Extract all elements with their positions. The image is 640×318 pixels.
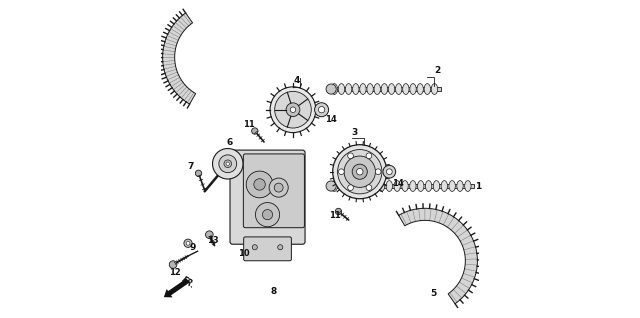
Circle shape [315, 103, 328, 117]
Circle shape [286, 103, 300, 117]
Ellipse shape [371, 181, 377, 191]
Ellipse shape [417, 84, 423, 94]
Ellipse shape [374, 84, 380, 94]
Circle shape [219, 155, 237, 173]
Ellipse shape [331, 84, 337, 94]
Ellipse shape [403, 84, 409, 94]
Ellipse shape [360, 84, 366, 94]
FancyBboxPatch shape [244, 237, 291, 261]
Text: 11: 11 [329, 211, 341, 220]
Ellipse shape [394, 181, 401, 191]
Ellipse shape [410, 84, 416, 94]
Text: 7: 7 [188, 162, 194, 170]
Circle shape [275, 91, 311, 128]
Ellipse shape [381, 84, 388, 94]
Ellipse shape [353, 84, 359, 94]
Polygon shape [163, 13, 196, 104]
Circle shape [348, 185, 353, 190]
Text: 11: 11 [244, 120, 255, 129]
Ellipse shape [402, 181, 408, 191]
Ellipse shape [396, 84, 402, 94]
Circle shape [262, 210, 273, 220]
Circle shape [383, 165, 396, 178]
Text: FR.: FR. [179, 275, 196, 290]
Ellipse shape [410, 181, 416, 191]
Circle shape [212, 149, 243, 179]
Circle shape [274, 183, 283, 192]
Text: 3: 3 [352, 128, 358, 137]
FancyBboxPatch shape [243, 154, 305, 228]
Circle shape [375, 169, 381, 175]
Circle shape [319, 107, 324, 113]
Text: 13: 13 [207, 236, 219, 245]
Ellipse shape [367, 84, 373, 94]
Circle shape [270, 87, 316, 133]
Circle shape [252, 245, 257, 250]
Circle shape [348, 153, 353, 159]
Ellipse shape [449, 181, 455, 191]
Ellipse shape [346, 84, 352, 94]
Ellipse shape [362, 181, 369, 191]
Circle shape [366, 185, 372, 190]
Circle shape [269, 178, 288, 197]
Ellipse shape [441, 181, 447, 191]
Text: 14: 14 [392, 179, 404, 188]
Circle shape [333, 145, 387, 199]
Circle shape [246, 171, 273, 198]
Circle shape [278, 245, 283, 250]
Ellipse shape [378, 181, 385, 191]
Ellipse shape [431, 84, 438, 94]
Ellipse shape [433, 181, 440, 191]
Ellipse shape [347, 181, 353, 191]
Circle shape [356, 169, 363, 175]
Circle shape [184, 239, 192, 247]
Circle shape [387, 169, 392, 175]
Ellipse shape [457, 181, 463, 191]
Circle shape [366, 153, 372, 159]
Circle shape [326, 181, 336, 191]
Circle shape [224, 160, 232, 168]
Circle shape [339, 169, 344, 175]
Ellipse shape [331, 181, 337, 191]
Circle shape [335, 208, 342, 215]
Text: 10: 10 [238, 249, 250, 258]
Text: 9: 9 [189, 243, 196, 252]
Bar [331, 87, 441, 91]
Circle shape [290, 107, 296, 113]
Text: 1: 1 [475, 182, 481, 190]
Circle shape [254, 179, 266, 190]
Circle shape [186, 241, 190, 245]
Ellipse shape [355, 181, 361, 191]
Circle shape [226, 162, 230, 165]
Ellipse shape [339, 181, 346, 191]
Circle shape [326, 84, 336, 94]
Text: 14: 14 [324, 115, 337, 124]
Text: 2: 2 [434, 66, 440, 75]
Text: 6: 6 [227, 138, 232, 147]
Ellipse shape [465, 181, 471, 191]
Circle shape [169, 261, 177, 268]
Text: 4: 4 [294, 76, 300, 85]
Text: 12: 12 [169, 268, 180, 277]
Circle shape [337, 149, 382, 194]
Ellipse shape [424, 84, 431, 94]
Ellipse shape [388, 84, 395, 94]
Ellipse shape [339, 84, 345, 94]
FancyArrow shape [164, 278, 189, 297]
Bar [331, 184, 474, 188]
Circle shape [195, 170, 202, 176]
Circle shape [252, 128, 258, 134]
FancyBboxPatch shape [230, 150, 305, 244]
Circle shape [344, 156, 376, 187]
Text: 8: 8 [271, 287, 277, 296]
Circle shape [352, 164, 367, 179]
Text: 5: 5 [430, 289, 436, 298]
Polygon shape [399, 208, 477, 304]
Ellipse shape [417, 181, 424, 191]
Ellipse shape [426, 181, 432, 191]
Circle shape [205, 231, 213, 238]
Ellipse shape [386, 181, 392, 191]
Circle shape [255, 203, 280, 227]
